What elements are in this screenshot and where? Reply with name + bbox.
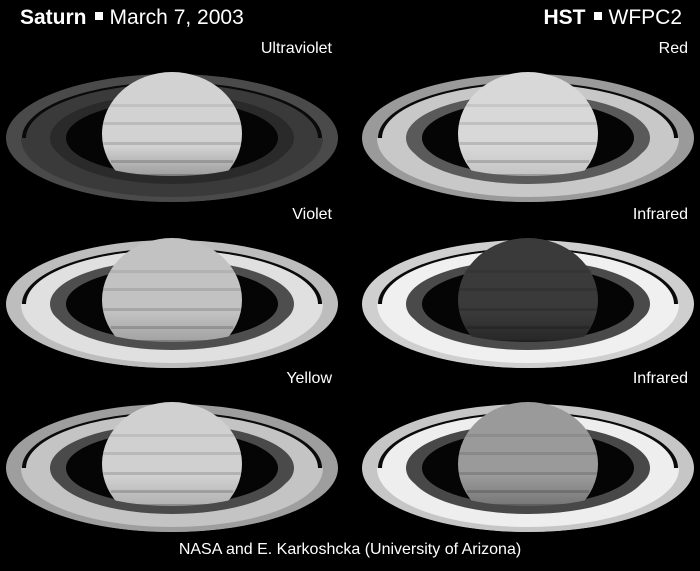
- cloud-band: [466, 160, 590, 163]
- title-header: Saturn March 7, 2003: [20, 6, 244, 30]
- planet-globe: [102, 72, 242, 196]
- cloud-band: [102, 122, 242, 125]
- cloud-band: [103, 308, 241, 311]
- saturn-panel: Yellow: [2, 370, 342, 542]
- cloud-band: [466, 490, 590, 493]
- cloud-band: [102, 452, 242, 455]
- cloud-band: [102, 288, 242, 291]
- cloud-band: [122, 174, 222, 177]
- cloud-band: [458, 288, 598, 291]
- saturn-panel: Infrared: [358, 370, 698, 542]
- cloud-band: [458, 452, 598, 455]
- ring-front: [9, 138, 335, 202]
- saturn-panel: Red: [358, 40, 698, 212]
- title-subject: Saturn: [20, 6, 87, 29]
- saturn-panel: Infrared: [358, 206, 698, 378]
- cloud-band: [478, 174, 578, 177]
- filter-label: Infrared: [632, 370, 688, 387]
- saturn-image: [362, 238, 694, 368]
- cloud-band: [108, 104, 236, 107]
- saturn-image: [362, 72, 694, 202]
- saturn-image: [6, 238, 338, 368]
- ring-front: [9, 468, 335, 532]
- ring-front: [365, 304, 691, 368]
- cloud-band: [464, 270, 592, 273]
- planet-globe: [458, 238, 598, 362]
- cloud-band: [122, 340, 222, 343]
- planet-globe: [458, 402, 598, 526]
- cloud-band: [466, 326, 590, 329]
- cloud-band: [459, 472, 597, 475]
- cloud-band: [458, 122, 598, 125]
- telescope-name: HST: [543, 6, 586, 29]
- separator-square-icon: [593, 12, 602, 21]
- instrument-name: WFPC2: [608, 6, 683, 29]
- instrument-header: HST WFPC2: [544, 6, 683, 30]
- cloud-band: [110, 326, 234, 329]
- cloud-band: [110, 160, 234, 163]
- cloud-band: [103, 472, 241, 475]
- cloud-band: [459, 142, 597, 145]
- cloud-band: [108, 434, 236, 437]
- cloud-band: [464, 104, 592, 107]
- saturn-panel: Ultraviolet: [2, 40, 342, 212]
- filter-label: Yellow: [286, 370, 332, 387]
- cloud-band: [478, 504, 578, 507]
- image-credit: NASA and E. Karkoshcka (University of Ar…: [178, 541, 522, 558]
- saturn-image: [6, 72, 338, 202]
- ring-front: [365, 138, 691, 202]
- planet-globe: [458, 72, 598, 196]
- ring-front: [9, 304, 335, 368]
- cloud-band: [103, 142, 241, 145]
- planet-globe: [102, 238, 242, 362]
- ring-front: [365, 468, 691, 532]
- cloud-band: [122, 504, 222, 507]
- saturn-panel: Violet: [2, 206, 342, 378]
- title-date: March 7, 2003: [109, 6, 244, 29]
- filter-label: Ultraviolet: [260, 40, 332, 57]
- cloud-band: [110, 490, 234, 493]
- filter-label: Violet: [292, 206, 332, 223]
- filter-label: Infrared: [632, 206, 688, 223]
- cloud-band: [108, 270, 236, 273]
- cloud-band: [464, 434, 592, 437]
- saturn-image: [6, 402, 338, 532]
- cloud-band: [478, 340, 578, 343]
- planet-globe: [102, 402, 242, 526]
- separator-square-icon: [94, 12, 103, 21]
- cloud-band: [459, 308, 597, 311]
- saturn-image: [362, 402, 694, 532]
- filter-label: Red: [658, 40, 688, 57]
